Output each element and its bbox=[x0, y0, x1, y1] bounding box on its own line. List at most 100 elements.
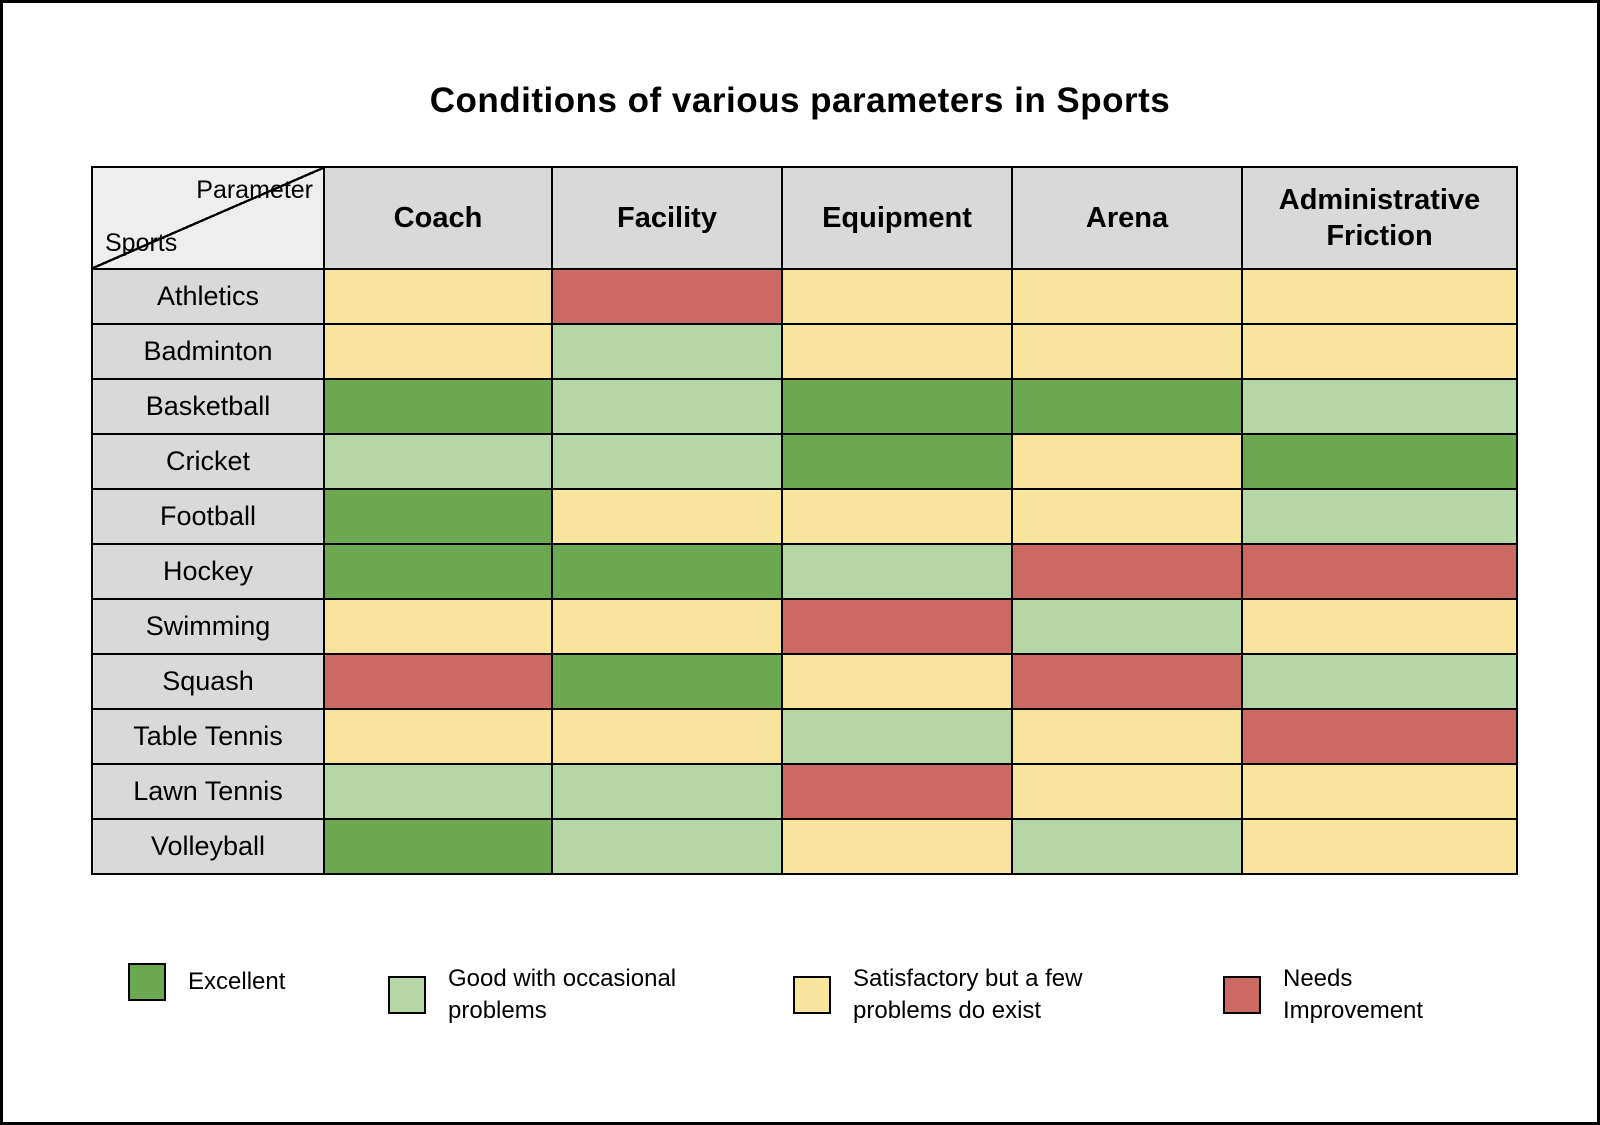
column-header: Coach bbox=[323, 166, 553, 270]
table-row: Basketball bbox=[91, 378, 1518, 435]
legend-swatch-excellent bbox=[128, 963, 166, 1001]
legend-label: Satisfactory but a few problems do exist bbox=[853, 965, 1083, 1024]
sport-row-header: Cricket bbox=[91, 433, 325, 490]
rating-cell bbox=[781, 653, 1013, 710]
rating-cell bbox=[551, 763, 783, 820]
rating-cell bbox=[551, 268, 783, 325]
rating-cell bbox=[551, 433, 783, 490]
rating-cell bbox=[1011, 433, 1243, 490]
rating-cell bbox=[323, 433, 553, 490]
rating-cell bbox=[1011, 653, 1243, 710]
rating-cell bbox=[781, 268, 1013, 325]
rating-cell bbox=[1011, 488, 1243, 545]
rating-cell bbox=[1011, 378, 1243, 435]
rating-cell bbox=[781, 818, 1013, 875]
sport-row-header: Table Tennis bbox=[91, 708, 325, 765]
rating-cell bbox=[323, 763, 553, 820]
legend: Excellent Good with occasional problems Sa… bbox=[128, 963, 1473, 1027]
rating-cell bbox=[551, 323, 783, 380]
sport-row-header: Hockey bbox=[91, 543, 325, 600]
table-row: Hockey bbox=[91, 543, 1518, 600]
sport-row-header: Swimming bbox=[91, 598, 325, 655]
rating-cell bbox=[323, 708, 553, 765]
sport-row-header: Athletics bbox=[91, 268, 325, 325]
rating-cell bbox=[781, 598, 1013, 655]
table-row: Swimming bbox=[91, 598, 1518, 655]
rating-cell bbox=[323, 323, 553, 380]
legend-item: Satisfactory but a few problems do exist bbox=[793, 963, 1223, 1027]
column-header: Equipment bbox=[781, 166, 1013, 270]
rating-cell bbox=[781, 708, 1013, 765]
legend-item: Needs Improvement bbox=[1223, 963, 1473, 1027]
rating-cell bbox=[781, 378, 1013, 435]
rating-cell bbox=[551, 543, 783, 600]
rating-cell bbox=[323, 543, 553, 600]
rating-cell bbox=[781, 433, 1013, 490]
rating-cell bbox=[1241, 818, 1518, 875]
corner-sports-label: Sports bbox=[105, 229, 178, 257]
rating-cell bbox=[551, 488, 783, 545]
table-row: Badminton bbox=[91, 323, 1518, 380]
legend-swatch-needs_improvement bbox=[1223, 976, 1261, 1014]
legend-label: Needs Improvement bbox=[1283, 965, 1424, 1024]
column-header: Facility bbox=[551, 166, 783, 270]
table-row: Table Tennis bbox=[91, 708, 1518, 765]
rating-cell bbox=[551, 818, 783, 875]
rating-cell bbox=[1241, 433, 1518, 490]
table-body: Athletics Badminton Basketball Cricket Footb… bbox=[91, 268, 1518, 875]
rating-cell bbox=[323, 488, 553, 545]
corner-cell: Parameter Sports bbox=[91, 166, 325, 270]
legend-swatch-satisfactory bbox=[793, 976, 831, 1014]
rating-cell bbox=[323, 378, 553, 435]
legend-swatch-good bbox=[388, 976, 426, 1014]
column-header: Arena bbox=[1011, 166, 1243, 270]
rating-cell bbox=[781, 323, 1013, 380]
rating-cell bbox=[1011, 268, 1243, 325]
rating-cell bbox=[1241, 708, 1518, 765]
conditions-table: Parameter Sports Coach Facility Equipment A… bbox=[91, 166, 1518, 875]
legend-label: Excellent bbox=[188, 968, 286, 995]
legend-item: Good with occasional problems bbox=[388, 963, 793, 1027]
rating-cell bbox=[1241, 763, 1518, 820]
rating-cell bbox=[551, 378, 783, 435]
rating-cell bbox=[1011, 323, 1243, 380]
rating-cell bbox=[1011, 598, 1243, 655]
rating-cell bbox=[1241, 653, 1518, 710]
rating-cell bbox=[323, 818, 553, 875]
rating-cell bbox=[551, 653, 783, 710]
table-row: Squash bbox=[91, 653, 1518, 710]
rating-cell bbox=[1241, 323, 1518, 380]
sport-row-header: Football bbox=[91, 488, 325, 545]
sport-row-header: Lawn Tennis bbox=[91, 763, 325, 820]
rating-cell bbox=[1241, 268, 1518, 325]
column-header: Administrative Friction bbox=[1241, 166, 1518, 270]
table-row: Athletics bbox=[91, 268, 1518, 325]
rating-cell bbox=[781, 543, 1013, 600]
page-title: Conditions of various parameters in Spor… bbox=[429, 81, 1171, 120]
header-row: Parameter Sports Coach Facility Equipment A… bbox=[91, 166, 1518, 270]
legend-item: Excellent bbox=[128, 963, 388, 1001]
rating-cell bbox=[323, 598, 553, 655]
sport-row-header: Basketball bbox=[91, 378, 325, 435]
rating-cell bbox=[1011, 763, 1243, 820]
rating-cell bbox=[781, 763, 1013, 820]
rating-cell bbox=[1011, 818, 1243, 875]
table-row: Cricket bbox=[91, 433, 1518, 490]
rating-cell bbox=[551, 598, 783, 655]
table-row: Football bbox=[91, 488, 1518, 545]
rating-cell bbox=[1241, 543, 1518, 600]
sport-row-header: Volleyball bbox=[91, 818, 325, 875]
table-row: Lawn Tennis bbox=[91, 763, 1518, 820]
rating-cell bbox=[1241, 488, 1518, 545]
rating-cell bbox=[551, 708, 783, 765]
rating-cell bbox=[1241, 378, 1518, 435]
legend-label: Good with occasional problems bbox=[448, 965, 677, 1024]
rating-cell bbox=[1011, 708, 1243, 765]
sport-row-header: Badminton bbox=[91, 323, 325, 380]
rating-cell bbox=[323, 653, 553, 710]
corner-diagonal: Parameter Sports bbox=[93, 168, 323, 268]
rating-cell bbox=[1011, 543, 1243, 600]
rating-cell bbox=[323, 268, 553, 325]
rating-cell bbox=[781, 488, 1013, 545]
